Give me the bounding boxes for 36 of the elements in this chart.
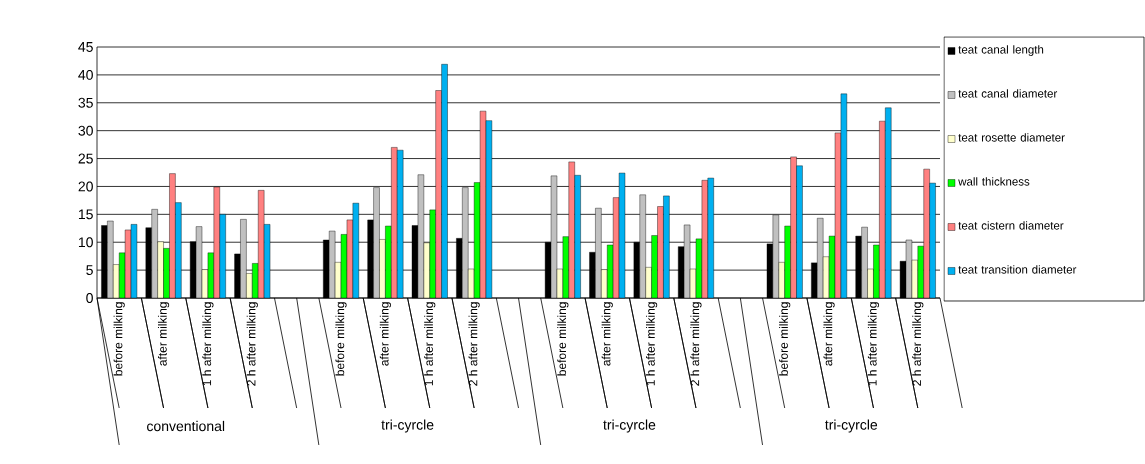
y-tick-label: 40 <box>78 69 93 80</box>
y-tick-label: 0 <box>86 293 93 303</box>
x-tick-label: after milking <box>823 302 835 366</box>
legend-label: teat rosette diameter <box>958 133 1065 142</box>
y-tick-label: 45 <box>78 42 93 52</box>
x-tick-label: 2 h after milking <box>912 302 924 386</box>
text: tri-cyrcle <box>603 419 656 433</box>
x-tick-label: 1 h after milking <box>424 302 436 386</box>
x-tick-label: 2 h after milking <box>690 302 702 386</box>
text: tri-cyrcle <box>381 419 434 433</box>
legend-label: teat canal length <box>958 45 1044 56</box>
x-tick-label: after milking <box>601 302 613 366</box>
x-tick-label: 2 h after milking <box>468 302 480 386</box>
legend-label: wall thickness <box>958 177 1030 186</box>
x-tick-label: before milking <box>335 302 347 376</box>
x-tick-label: before milking <box>113 302 125 376</box>
text: tri-cyrcle <box>825 419 878 433</box>
x-tick-label: 1 h after milking <box>202 302 214 386</box>
x-tick-label: before milking <box>779 302 791 376</box>
x-tick-label: 2 h after milking <box>246 302 258 386</box>
legend-label: teat transition diameter <box>958 265 1077 274</box>
y-tick-label: 20 <box>78 181 93 192</box>
legend-label: teat cistern diameter <box>958 221 1064 230</box>
text: conventional <box>147 420 225 432</box>
y-tick-label: 30 <box>78 125 93 136</box>
x-tick-label: after milking <box>379 302 391 366</box>
x-tick-label: 1 h after milking <box>867 302 880 386</box>
x-tick-label: after milking <box>157 302 170 366</box>
y-tick-label: 25 <box>78 153 93 164</box>
legend-label: teat canal diameter <box>958 89 1058 98</box>
y-tick-label: 15 <box>78 209 93 220</box>
x-tick-label: before milking <box>557 302 569 376</box>
y-tick-label: 5 <box>86 265 93 275</box>
y-tick-label: 10 <box>78 237 93 248</box>
x-tick-label: 1 h after milking <box>646 302 658 386</box>
y-tick-label: 35 <box>78 97 93 108</box>
